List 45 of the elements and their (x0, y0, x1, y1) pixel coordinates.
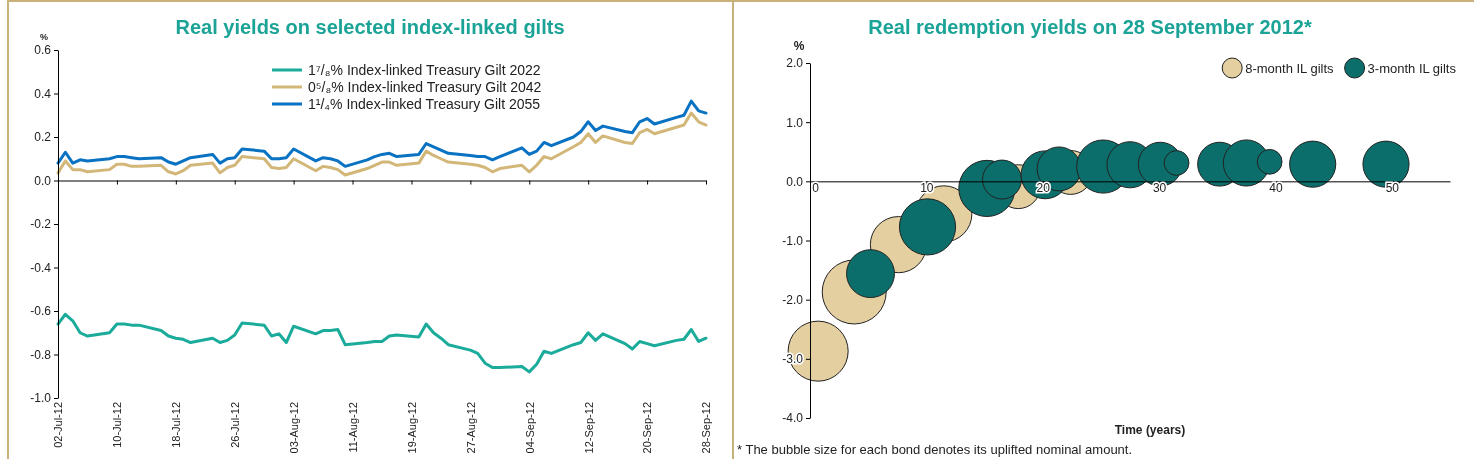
x-tick-label: 03-Aug-12 (287, 402, 300, 454)
y-tick-label: 0.4 (34, 86, 52, 101)
x-axis-title: Time (years) (1114, 423, 1186, 437)
text: * The bubble size for each bond denotes its uplifted nominal amount. (737, 442, 1133, 457)
legend-label: 3-month IL gilts (1367, 61, 1457, 76)
y-tick-label: -0.4 (30, 260, 52, 275)
y-tick-label: -0.6 (30, 304, 52, 319)
x-tick-label: 19-Aug-12 (405, 402, 418, 454)
x-tick-label: 27-Aug-12 (464, 402, 477, 454)
x-tick-label: 18-Jul-12 (170, 402, 183, 448)
x-tick-label: 40 (1269, 180, 1283, 195)
y-tick-label: -2.0 (782, 293, 804, 308)
y-tick-label: 1.0 (786, 115, 804, 130)
x-tick-label: 02-Jul-12 (52, 402, 65, 448)
legend-label: 1¹/₄% Index-linked Treasury Gilt 2055 (308, 96, 541, 112)
x-tick-label: 20 (1036, 180, 1051, 195)
y-axis-title: % (39, 32, 49, 42)
x-tick-label: 11-Aug-12 (346, 402, 359, 453)
y-tick-label: -0.2 (30, 217, 52, 232)
legend-label: 8-month IL gilts (1245, 61, 1335, 76)
x-tick-label: 0 (812, 180, 820, 195)
x-tick-label: 10-Jul-12 (111, 402, 124, 448)
x-tick-label: 20-Sep-12 (641, 402, 654, 454)
y-tick-label: 0.6 (34, 43, 52, 58)
line-series (56, 99, 708, 168)
line-series (56, 111, 708, 177)
y-tick-label: 0.0 (34, 173, 52, 188)
x-tick-label: 26-Jul-12 (229, 402, 242, 448)
y-tick-label: 0.0 (786, 174, 804, 189)
x-tick-label: 28-Sep-12 (700, 402, 713, 454)
legend-label: 1⁷/₈% Index-linked Treasury Gilt 2022 (308, 62, 541, 78)
y-tick-label: -1.0 (30, 391, 52, 406)
y-tick-label: 2.0 (786, 56, 804, 71)
legend-label: 0⁵/₈% Index-linked Treasury Gilt 2042 (308, 79, 542, 95)
chart-title: Real yields on selected index-linked gilts (175, 16, 565, 38)
line-series (56, 312, 708, 374)
y-tick-label: -1.0 (782, 233, 804, 248)
chart-title: Real redemption yields on 28 September 2012* (868, 16, 1312, 38)
x-tick-label: 04-Sep-12 (523, 402, 536, 454)
x-tick-label: 12-Sep-12 (582, 402, 595, 454)
y-axis-title: % (793, 39, 805, 53)
y-tick-label: -0.8 (30, 347, 52, 362)
x-tick-label: 10 (920, 180, 934, 195)
y-tick-label: 0.2 (34, 130, 52, 145)
y-tick-label: -4.0 (782, 411, 804, 426)
